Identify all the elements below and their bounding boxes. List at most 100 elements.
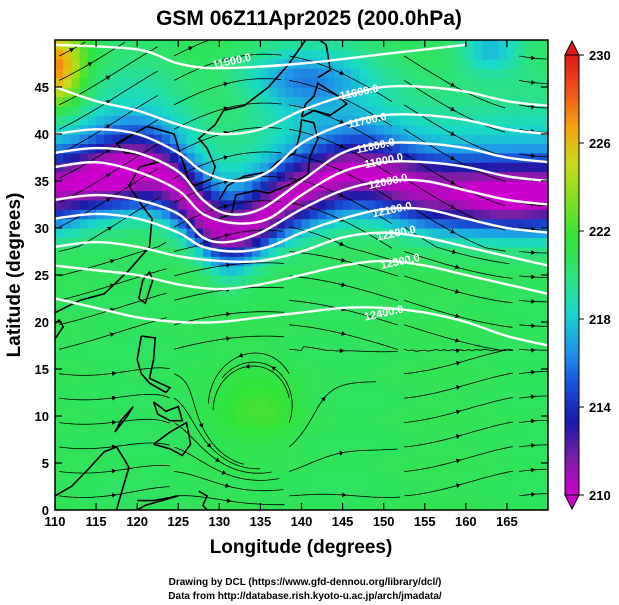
shade-cell [120,293,130,304]
shade-cell [219,340,229,351]
shade-cell [137,49,146,60]
shade-cell [498,293,508,304]
shade-cell [449,58,459,69]
shade-cell [202,246,212,257]
shade-cell [112,491,122,502]
shade-cell [375,434,385,445]
shade-cell [490,387,500,398]
x-tick-label: 120 [126,514,148,529]
shade-cell [301,68,311,79]
shade-cell [211,369,220,379]
shade-cell [317,500,327,510]
shade-cell [490,265,500,276]
shade-cell [243,115,253,126]
shade-cell [317,190,327,201]
shade-cell [441,491,450,502]
shade-cell [178,378,188,389]
shade-cell [408,246,418,257]
shade-cell [539,209,548,220]
shade-cell [367,416,377,426]
shade-cell [383,134,393,144]
shade-cell [128,359,138,370]
shade-cell [334,49,344,60]
shade-cell [391,199,401,210]
shade-cell [498,444,508,455]
shade-cell [145,105,155,116]
shade-cell [309,472,319,483]
shade-cell [350,444,360,455]
shade-cell [391,115,401,126]
shade-cell [153,312,163,323]
shade-cell [515,77,524,88]
shade-cell [342,322,352,332]
shade-cell [317,143,327,154]
shade-cell [326,293,335,304]
shade-cell [465,96,475,107]
shade-cell [539,416,548,426]
shade-cell [219,397,229,408]
shade-cell [71,265,81,276]
shade-cell [523,199,533,210]
shade-cell [170,181,179,191]
shade-cell [359,463,368,473]
shade-cell [350,331,360,342]
shade-cell [219,463,229,473]
shade-cell [465,303,475,314]
shade-cell [145,40,155,50]
shade-cell [309,49,319,60]
shade-cell [474,463,483,473]
shade-cell [539,322,548,332]
shade-cell [490,416,500,426]
shade-cell [449,303,459,314]
shade-cell [137,209,146,220]
shade-cell [128,237,138,248]
shade-cell [219,425,229,436]
shade-cell [432,218,442,229]
shade-cell [153,359,163,370]
shade-cell [55,87,64,97]
shade-cell [211,49,220,60]
shade-cell [539,425,548,436]
shade-cell [145,246,155,257]
shade-cell [104,481,114,492]
shade-cell [391,124,401,135]
streamline-arrow [531,394,536,400]
shade-cell [178,322,188,332]
shade-cell [186,115,196,126]
shade-cell [474,500,483,510]
shade-cell [515,340,524,351]
shade-cell [416,228,426,238]
shade-cell [334,416,344,426]
shade-cell [498,369,508,379]
height-contour [55,160,548,225]
shade-cell [268,152,278,163]
shade-cell [104,397,114,408]
shade-cell [79,369,89,379]
shade-cell [194,369,204,379]
streamline-arrow [105,197,111,203]
colorbar-tick-label: 218 [589,312,611,327]
shade-cell [375,500,385,510]
shade-cell [515,416,524,426]
shade-cell [441,406,450,417]
shade-cell [375,406,385,417]
shade-cell [350,284,360,295]
shade-cell [63,209,73,220]
shade-cell [539,472,548,483]
shade-cell [87,58,97,69]
shade-cell [219,275,229,285]
streamline-arrow [530,79,536,85]
shade-cell [243,322,253,332]
shade-cell [252,237,262,248]
shade-cell [202,416,212,426]
shade-cell [276,463,286,473]
shade-cell [383,453,393,464]
shade-cell [268,134,278,144]
shade-cell [416,378,426,389]
shade-cell [490,68,500,79]
shade-cell [79,199,89,210]
shade-cell [161,491,171,502]
shade-cell [309,425,319,436]
shade-cell [268,340,278,351]
shade-cell [202,397,212,408]
